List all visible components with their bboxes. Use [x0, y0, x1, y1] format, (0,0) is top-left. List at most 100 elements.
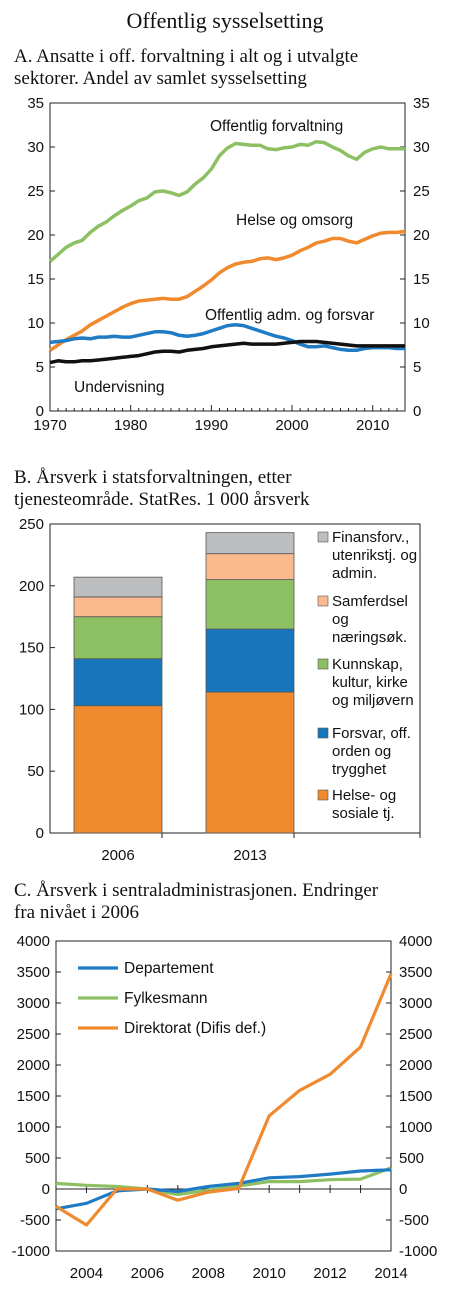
chart-a: 0 0 5 5 10 10 15 15 20 20 25 25 30 30 35 35 1970 1980 1990…	[27, 95, 430, 434]
y-tick-label: 200	[19, 578, 44, 595]
y-tick-label-left: 35	[27, 95, 44, 112]
panel-b-title-line-1: B. Årsverk i statsforvaltningen, etter	[14, 467, 292, 488]
x-tick-label: 1990	[195, 417, 228, 434]
y-tick-label-right: 0	[413, 403, 421, 420]
y-tick-label-right: 0	[399, 1181, 407, 1198]
x-tick-label: 2014	[374, 1265, 407, 1282]
y-tick-label-right: 25	[413, 183, 430, 200]
y-tick-label-left: 25	[27, 183, 44, 200]
x-tick-label: 1970	[33, 417, 66, 434]
series-annotation: Undervisning	[74, 379, 164, 396]
y-tick-label-left: 1000	[17, 1119, 50, 1136]
y-tick-label-left: 1500	[17, 1088, 50, 1105]
y-tick-label-right: 15	[413, 271, 430, 288]
x-tick-label: 2008	[192, 1265, 225, 1282]
chart-b: 0 50 100 150 200 250 2006 2013 Finansforv.,utenr…	[19, 516, 421, 864]
page-title: Offentlig sysselsetting	[126, 8, 324, 33]
y-tick-label-left: -500	[20, 1212, 50, 1229]
x-tick-label: 1980	[114, 417, 147, 434]
y-tick-label-right: 30	[413, 139, 430, 156]
y-tick-label-right: 2000	[399, 1057, 432, 1074]
y-tick-label-right: 1500	[399, 1088, 432, 1105]
y-tick-label-left: -1000	[12, 1243, 50, 1260]
y-tick-label-right: 2500	[399, 1026, 432, 1043]
y-tick-label-left: 2000	[17, 1057, 50, 1074]
legend-label: Helse- og	[332, 787, 396, 804]
y-tick-label-right: 5	[413, 359, 421, 376]
legend-label: orden og	[332, 743, 391, 760]
series-line-offentlig-adm-og-forsvar	[49, 323, 405, 353]
series-annotation: Helse og omsorg	[236, 212, 353, 229]
legend-label: sosiale tj.	[332, 805, 395, 822]
legend-label: Samferdsel	[332, 593, 408, 610]
y-tick-label-right: 500	[399, 1150, 424, 1167]
legend-swatch	[317, 658, 329, 670]
y-tick-label-right: 10	[413, 315, 430, 332]
y-tick-label: 150	[19, 640, 44, 657]
panel-a-title-line-2: sektorer. Andel av samlet sysselsetting	[14, 68, 307, 89]
legend-swatch	[317, 595, 329, 607]
series-line-fylkesmann	[55, 1166, 392, 1197]
y-tick-label-left: 4000	[17, 933, 50, 950]
x-tick-label: 2013	[233, 847, 266, 864]
y-tick-label-left: 10	[27, 315, 44, 332]
series-annotation: Offentlig forvaltning	[210, 118, 343, 135]
y-tick-label-left: 5	[36, 359, 44, 376]
y-tick-label-left: 30	[27, 139, 44, 156]
legend-label: admin.	[332, 565, 377, 582]
plot-frame	[55, 940, 392, 1252]
legend-label: næringsøk.	[332, 629, 407, 646]
panel-c-title-line-2: fra nivået i 2006	[14, 902, 140, 923]
bar-segment-2006	[73, 705, 163, 834]
legend-label: kultur, kirke	[332, 674, 408, 691]
y-tick-label-right: 35	[413, 95, 430, 112]
panel-a-title: A. Ansatte i off. forvaltning i alt og i…	[14, 46, 444, 90]
legend-swatch	[317, 789, 329, 801]
x-tick-label: 2004	[70, 1265, 103, 1282]
x-tick-label: 2006	[101, 847, 134, 864]
series-line-offentlig-forvaltning	[48, 139, 405, 263]
legend-label: og miljøvern	[332, 692, 414, 709]
x-tick-label: 2012	[313, 1265, 346, 1282]
bar-segment-2013	[205, 628, 295, 693]
panel-c-title-line-1: C. Årsverk i sentraladministrasjonen. En…	[14, 880, 379, 901]
x-tick-label: 2000	[275, 417, 308, 434]
y-tick-label: 100	[19, 701, 44, 718]
series-annotation: Offentlig adm. og forsvar	[205, 307, 374, 324]
panel-b-title: B. Årsverk i statsforvaltningen, etter t…	[14, 467, 444, 511]
legend-label: Departement	[124, 960, 214, 977]
y-tick-label-right: 20	[413, 227, 430, 244]
bar-segment-2013	[205, 553, 295, 581]
series-line-helse-og-omsorg	[49, 229, 406, 352]
series-line-undervisning	[49, 339, 405, 365]
bar-segment-2013	[205, 532, 295, 555]
legend-label: Forsvar, off.	[332, 725, 411, 742]
y-tick-label-right: -1000	[399, 1243, 437, 1260]
bar-segment-2006	[73, 658, 163, 707]
legend-label: trygghet	[332, 761, 387, 778]
panel-c-title: C. Årsverk i sentraladministrasjonen. En…	[14, 880, 444, 924]
y-tick-label-left: 3000	[17, 995, 50, 1012]
legend-label: Direktorat (Difis def.)	[124, 1020, 266, 1037]
y-tick-label-left: 3500	[17, 964, 50, 981]
x-tick-label: 2010	[356, 417, 389, 434]
bar-segment-2006	[73, 576, 163, 598]
legend-swatch	[317, 531, 329, 543]
x-tick-label: 2010	[252, 1265, 285, 1282]
y-tick-label: 250	[19, 516, 44, 533]
legend-label: utenrikstj. og	[332, 547, 417, 564]
bar-segment-2013	[205, 691, 295, 834]
y-tick-label-left: 0	[36, 403, 44, 420]
series-line-direktorat-difis-def-	[55, 973, 393, 1227]
x-tick-label: 2006	[131, 1265, 164, 1282]
y-tick-label-right: 3500	[399, 964, 432, 981]
y-tick-label: 0	[36, 825, 44, 842]
panel-a-title-line-1: A. Ansatte i off. forvaltning i alt og i…	[14, 46, 359, 67]
y-tick-label-right: 1000	[399, 1119, 432, 1136]
y-tick-label-right: 4000	[399, 933, 432, 950]
panel-b-title-line-2: tjenesteområde. StatRes. 1 000 årsverk	[14, 489, 310, 510]
y-tick-label-right: 3000	[399, 995, 432, 1012]
legend-label: Finansforv.,	[332, 529, 409, 546]
y-tick-label-left: 15	[27, 271, 44, 288]
